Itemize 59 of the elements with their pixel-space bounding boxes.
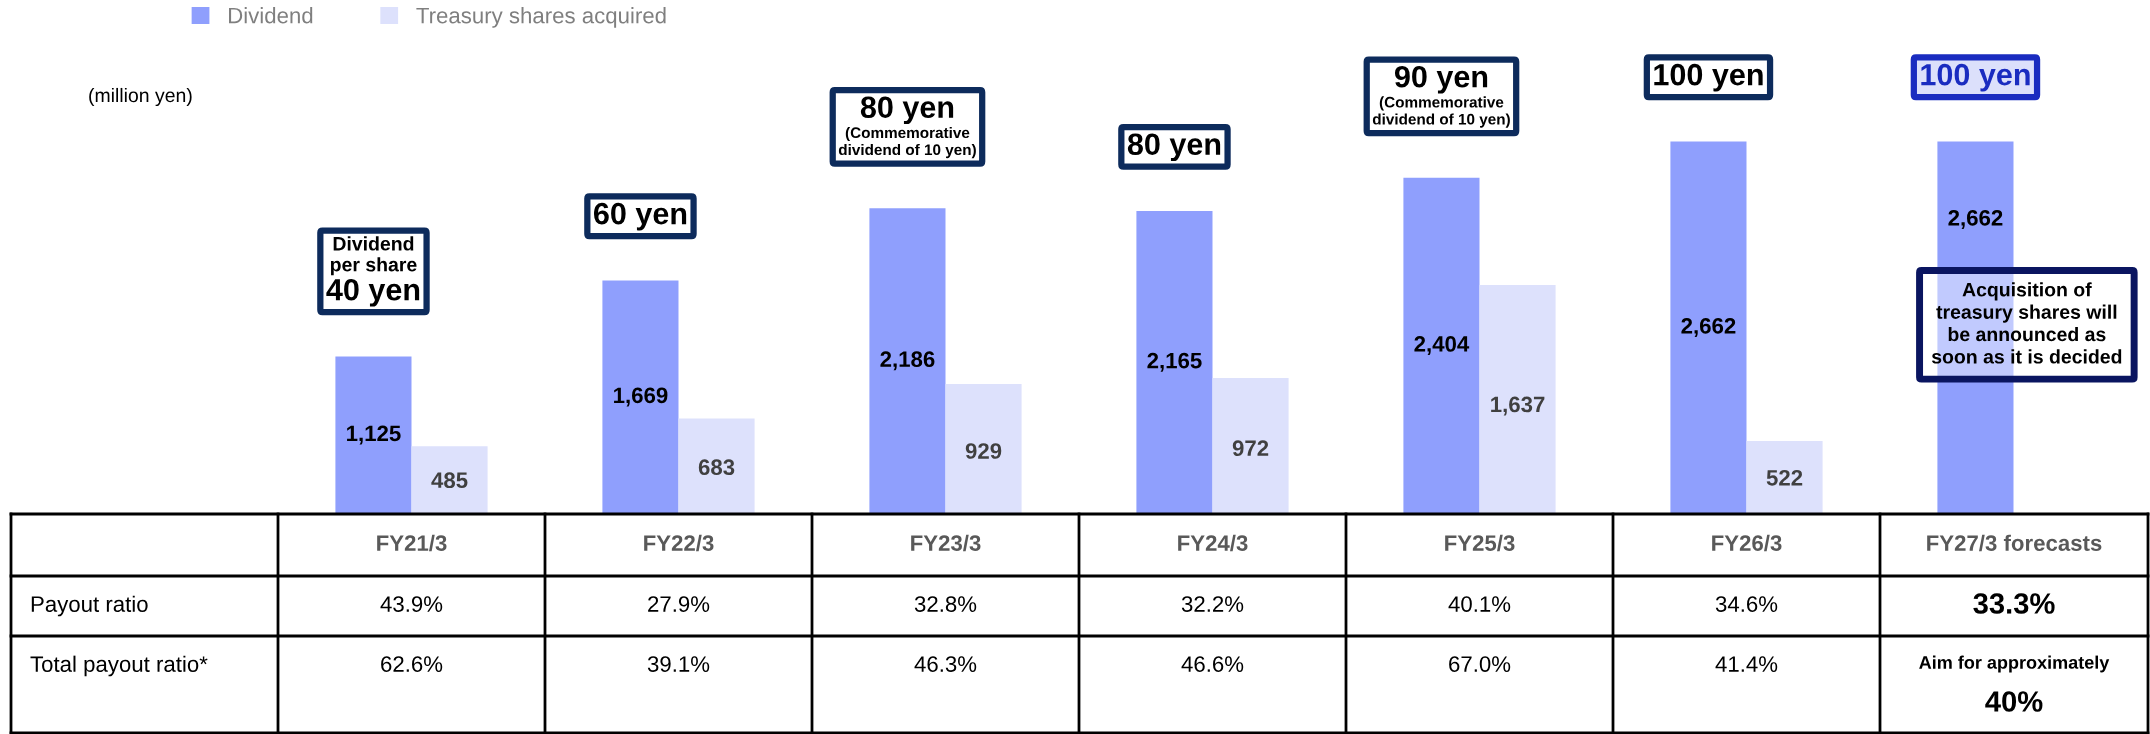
data-label: 2,165 [1147, 352, 1202, 372]
text: 41.4% [1715, 656, 1778, 672]
bar [678, 418, 755, 514]
x-tick-label: FY22/3 [644, 534, 714, 552]
text: 67.0% [1449, 656, 1511, 672]
x-tick-label: FY23/3 [911, 534, 981, 552]
annotation: Dividend per share 40 yen [326, 236, 420, 307]
x-tick-label: FY27/3 forecasts [1927, 534, 2102, 552]
text: 100 yen [1921, 63, 2030, 92]
text: 40.1% [1448, 596, 1511, 612]
bar [945, 384, 1022, 514]
data-label: 2,404 [1414, 336, 1470, 356]
text: 27.9% [648, 596, 710, 612]
text: Total payout ratio* [30, 655, 208, 677]
x-tick-label: FY21/3 [377, 534, 447, 552]
text: 46.6% [1181, 656, 1244, 672]
bar [1479, 284, 1556, 514]
data-label: 1,637 [1491, 396, 1545, 416]
data-label: 485 [431, 472, 468, 489]
text: Aim for approximately 40% [1919, 655, 2110, 712]
data-label: 2,186 [880, 351, 935, 371]
bar [1670, 141, 1747, 514]
bar [335, 356, 412, 514]
annotation: 80 yen [1127, 133, 1221, 162]
text: 100 yen [1654, 63, 1763, 92]
x-tick-label: FY26/3 [1712, 534, 1782, 552]
text: 39.1% [647, 656, 710, 672]
x-tick-label: FY25/3 [1445, 534, 1515, 552]
x-tick-label: FY24/3 [1178, 534, 1248, 552]
data-label: 972 [1232, 440, 1269, 457]
bar [1136, 211, 1213, 514]
data-label: 1,669 [614, 387, 668, 407]
text: 43.9% [380, 596, 443, 612]
text: 34.6% [1715, 596, 1778, 612]
data-label: 929 [965, 443, 1002, 459]
annotation: 60 yen [594, 202, 687, 231]
bar [1403, 177, 1480, 514]
text: Payout ratio [31, 595, 148, 617]
text: 90 yen (Commemorative dividend of 10 yen) [1372, 65, 1510, 128]
text: (million yen) [89, 87, 192, 107]
bar [411, 446, 488, 514]
annotation: 80 yen (Commemorative dividend of 10 yen) [838, 96, 976, 159]
text: 62.6% [381, 656, 443, 672]
legend-label: Dividend [229, 7, 313, 24]
bar [1212, 378, 1289, 514]
text: 32.2% [1181, 596, 1244, 612]
data-label: 2,662 [1681, 318, 1736, 337]
text: 32.8% [914, 596, 977, 612]
text: 33.3% [1973, 593, 2055, 614]
data-label: 1,125 [347, 425, 401, 445]
data-label: 2,662 [1948, 209, 2003, 229]
bar [1746, 440, 1823, 514]
text: 46.3% [914, 656, 977, 672]
annotation: Acquisition of treasury shares will be announced as soon as it is decided [1931, 282, 2122, 364]
data-label: 522 [1766, 469, 1803, 486]
legend-label: Treasury shares acquired [416, 7, 666, 28]
bar [869, 208, 946, 514]
bar [602, 280, 679, 514]
data-label: 683 [698, 459, 735, 476]
